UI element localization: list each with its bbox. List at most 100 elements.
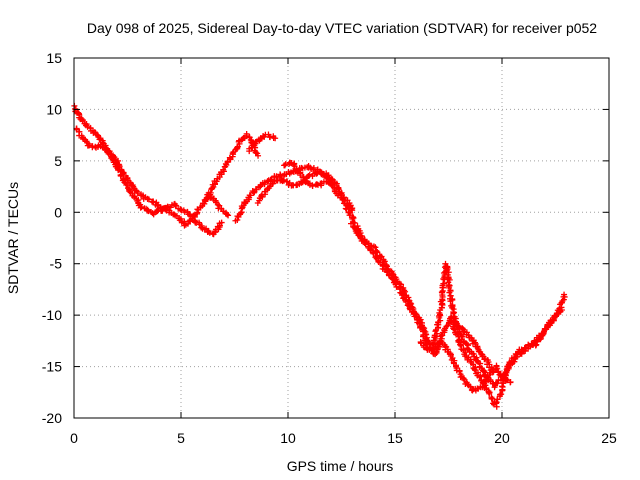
data-point: [349, 205, 356, 212]
data-point: [507, 379, 514, 385]
chart-title: Day 098 of 2025, Sidereal Day-to-day VTE…: [87, 20, 597, 36]
y-tick-label: -15: [42, 359, 62, 375]
data-point: [120, 176, 127, 183]
data-point: [558, 307, 565, 313]
data-point: [389, 275, 396, 282]
x-axis-label: GPS time / hours: [287, 458, 394, 474]
data-point: [267, 134, 274, 141]
data-point: [218, 219, 225, 226]
series-track-5: [232, 162, 356, 224]
data-point: [237, 209, 244, 216]
data-point: [479, 383, 486, 390]
data-point: [464, 345, 471, 352]
y-tick-label: -5: [50, 256, 63, 272]
data-point: [561, 291, 568, 298]
data-point: [497, 391, 504, 398]
data-point: [117, 172, 124, 179]
x-tick-label: 20: [494, 430, 510, 446]
data-point: [359, 235, 366, 242]
y-tick-label: -10: [42, 307, 62, 323]
series-track-8: [342, 205, 568, 410]
data-point: [477, 373, 484, 380]
data-point: [421, 327, 428, 334]
data-point: [272, 135, 279, 142]
data-point: [149, 210, 156, 217]
series-track-11: [448, 313, 497, 375]
data-point: [247, 192, 254, 199]
y-tick-label: 10: [46, 101, 62, 117]
data-point: [224, 211, 231, 218]
y-tick-label: 5: [54, 153, 62, 169]
data-point: [425, 339, 432, 346]
data-point: [436, 309, 443, 316]
data-point: [402, 288, 409, 295]
series-track-10: [417, 337, 514, 394]
data-point: [474, 357, 481, 364]
data-point: [309, 183, 316, 190]
series-track-4: [246, 131, 279, 155]
plot-frame: [73, 57, 610, 419]
x-tick-label: 25: [601, 430, 617, 446]
data-point: [226, 154, 233, 161]
data-point: [494, 365, 501, 372]
data-point: [225, 212, 232, 219]
data-point: [294, 168, 301, 175]
series-track-7: [281, 159, 339, 190]
y-tick-label: -20: [42, 410, 62, 426]
grid-lines: [74, 58, 609, 418]
data-point: [490, 368, 497, 375]
data-point: [234, 144, 241, 151]
data-point: [488, 364, 495, 371]
data-point: [455, 324, 462, 331]
data-point: [460, 339, 467, 346]
data-point: [511, 354, 518, 361]
data-point: [381, 258, 388, 265]
data-point: [126, 188, 133, 195]
data-point: [351, 224, 358, 231]
data-point: [518, 346, 525, 353]
axis-ticks: 0 5 10 15 20 25 -20 -15 -10 -5 0 5 10 15: [42, 50, 617, 446]
data-point: [243, 130, 250, 137]
data-point: [527, 343, 534, 350]
series-track-2: [73, 125, 225, 238]
x-tick-label: 0: [70, 430, 78, 446]
data-point: [446, 289, 453, 296]
data-point: [432, 328, 439, 335]
data-point: [459, 333, 466, 340]
data-point: [494, 396, 501, 403]
data-point: [351, 225, 358, 232]
data-point: [220, 166, 227, 173]
data-point: [124, 181, 131, 188]
data-point: [391, 278, 398, 285]
data-point: [280, 176, 287, 183]
data-point: [206, 229, 213, 236]
x-tick-label: 15: [387, 430, 403, 446]
data-point: [347, 220, 354, 227]
series-track-3: [203, 130, 262, 202]
y-tick-label: 15: [46, 50, 62, 66]
data-point: [486, 390, 493, 397]
data-point: [255, 152, 262, 159]
data-point: [310, 164, 317, 171]
data-point: [134, 189, 141, 196]
x-tick-label: 5: [177, 430, 185, 446]
data-point: [109, 156, 116, 163]
series-track-6: [254, 168, 356, 212]
y-axis-label: SDTVAR / TECUs: [5, 182, 21, 294]
data-point: [552, 313, 559, 320]
data-point: [481, 372, 488, 379]
data-point: [332, 179, 339, 186]
data-point: [450, 315, 457, 322]
data-point: [494, 380, 501, 387]
data-points: [71, 102, 568, 410]
x-tick-label: 10: [280, 430, 296, 446]
data-point: [105, 150, 112, 157]
data-point: [261, 179, 268, 186]
data-point: [447, 292, 454, 299]
data-point: [471, 365, 478, 372]
data-point: [354, 229, 361, 236]
data-point: [229, 150, 236, 157]
data-point: [89, 143, 96, 150]
data-point: [342, 205, 349, 212]
data-point: [313, 170, 320, 177]
